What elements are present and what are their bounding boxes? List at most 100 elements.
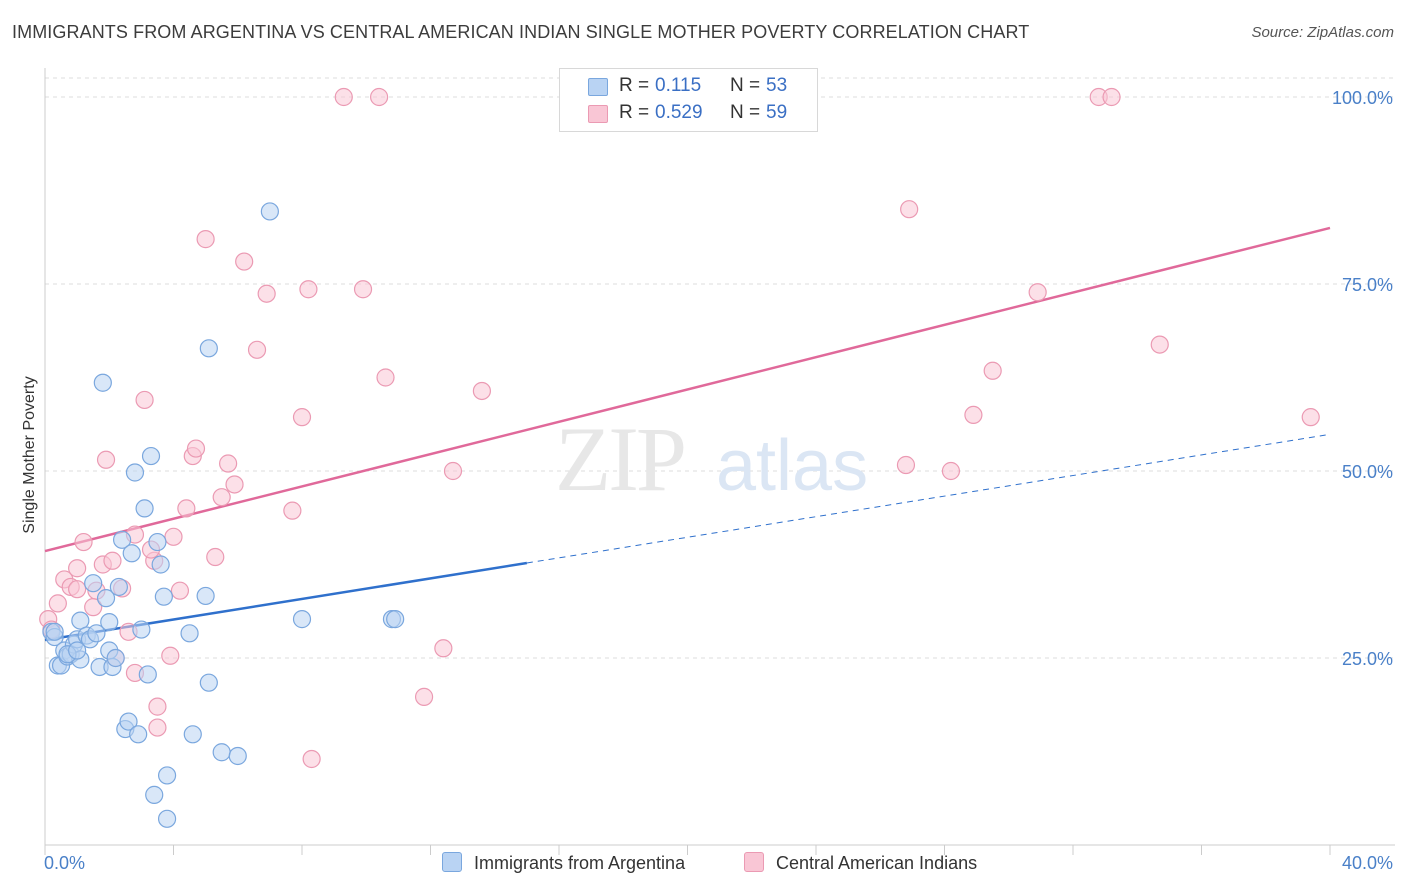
- data-point-central-american: [376, 368, 395, 387]
- watermark-zip: ZIP: [555, 408, 684, 510]
- data-point-central-american: [161, 646, 180, 665]
- trend-lines: [44, 226, 1331, 642]
- data-point-argentina: [129, 725, 148, 744]
- data-point-argentina: [138, 665, 157, 684]
- chart-title: IMMIGRANTS FROM ARGENTINA VS CENTRAL AME…: [12, 22, 1030, 42]
- data-point-argentina: [106, 648, 125, 668]
- data-point-central-american: [983, 361, 1002, 380]
- legend: R = 0.115 N = 53 R = 0.529 N = 59: [559, 68, 818, 132]
- data-point-central-american: [148, 718, 167, 737]
- data-point-argentina: [68, 641, 87, 660]
- data-point-central-american: [135, 390, 154, 410]
- bottom-legend-swatch-blue: [442, 852, 462, 872]
- data-point-argentina: [87, 624, 106, 643]
- data-point-argentina: [292, 610, 312, 629]
- data-point-central-american: [292, 408, 312, 427]
- data-point-central-american: [103, 551, 122, 570]
- data-point-argentina: [145, 785, 164, 804]
- data-point-central-american: [353, 280, 373, 299]
- x-tick-label: 0.0%: [44, 853, 85, 873]
- source-credit: Source: ZipAtlas.com: [1251, 24, 1394, 41]
- legend-n-value: 53: [766, 75, 788, 96]
- data-point-central-american: [1150, 335, 1169, 354]
- data-point-argentina: [45, 622, 64, 641]
- data-point-argentina: [125, 463, 145, 482]
- data-point-argentina: [157, 766, 177, 785]
- data-point-central-american: [212, 488, 231, 507]
- data-point-argentina: [119, 712, 138, 731]
- gridlines: [45, 77, 1395, 659]
- data-point-central-american: [434, 639, 453, 658]
- axes: [44, 68, 1395, 855]
- data-point-argentina: [154, 587, 173, 606]
- data-point-argentina: [151, 555, 170, 574]
- data-point-argentina: [180, 624, 199, 643]
- data-point-central-american: [196, 230, 215, 249]
- data-point-argentina: [96, 589, 116, 608]
- data-point-argentina: [199, 339, 218, 358]
- data-point-argentina: [93, 373, 112, 392]
- x-tick-label: 40.0%: [1342, 853, 1393, 873]
- watermark-atlas: atlas: [716, 426, 868, 506]
- legend-n-label: N =: [730, 102, 761, 123]
- data-point-argentina: [157, 809, 177, 828]
- data-point-central-american: [206, 547, 225, 567]
- trend-line-central-american: [44, 226, 1331, 553]
- data-point-central-american: [472, 381, 491, 401]
- data-point-argentina: [386, 610, 405, 629]
- data-point-argentina: [196, 586, 215, 606]
- data-point-central-american: [170, 581, 190, 600]
- legend-n-label: N =: [730, 75, 761, 96]
- data-point-argentina: [135, 499, 154, 518]
- watermark: ZIP atlas: [555, 408, 868, 510]
- data-point-central-american: [302, 749, 321, 769]
- data-point-argentina: [122, 544, 141, 563]
- data-point-central-american: [68, 580, 87, 599]
- data-point-central-american: [299, 280, 318, 299]
- data-point-central-american: [1028, 283, 1047, 302]
- data-point-central-american: [48, 594, 67, 613]
- legend-r-value: 0.115: [655, 75, 702, 96]
- data-point-central-american: [414, 687, 434, 706]
- legend-r-value: 0.529: [655, 102, 703, 123]
- trend-line-argentina-extension: [526, 433, 1331, 564]
- data-point-central-american: [1301, 408, 1320, 427]
- data-point-central-american: [235, 252, 254, 271]
- data-point-argentina: [100, 612, 119, 632]
- data-point-argentina: [71, 611, 90, 630]
- data-point-central-american: [164, 527, 183, 546]
- data-point-central-american: [443, 461, 463, 481]
- y-tick-label: 25.0%: [1342, 649, 1393, 669]
- data-point-central-american: [225, 475, 244, 494]
- data-point-central-american: [96, 450, 116, 469]
- data-point-argentina: [112, 530, 132, 549]
- data-point-argentina: [84, 574, 103, 593]
- y-tick-label: 75.0%: [1342, 275, 1393, 295]
- data-point-argentina: [132, 620, 151, 639]
- data-point-central-american: [74, 532, 93, 552]
- legend-r-label: R =: [619, 102, 650, 123]
- data-point-central-american: [964, 405, 983, 424]
- data-point-central-american: [148, 697, 167, 716]
- data-point-central-american: [257, 284, 276, 303]
- data-point-argentina: [141, 446, 161, 466]
- data-point-argentina: [109, 577, 128, 597]
- data-points: [39, 87, 1320, 828]
- legend-n-value: 59: [766, 102, 788, 123]
- legend-r-label: R =: [619, 75, 650, 96]
- data-point-argentina: [199, 673, 218, 692]
- data-point-central-american: [370, 87, 389, 107]
- trend-line-argentina: [44, 561, 528, 642]
- bottom-legend-swatch-pink: [744, 852, 764, 872]
- y-axis-label: Single Mother Poverty: [21, 376, 38, 533]
- data-point-central-american: [177, 499, 196, 518]
- legend-swatch-blue: [588, 78, 608, 96]
- data-point-central-american: [900, 200, 919, 219]
- legend-swatch-pink: [588, 105, 608, 123]
- data-point-argentina: [212, 743, 231, 762]
- data-point-central-american: [1102, 87, 1121, 107]
- data-point-central-american: [68, 559, 87, 578]
- tick-labels: 25.0% 50.0% 75.0% 100.0% 0.0% 40.0%: [44, 88, 1393, 873]
- bottom-legend-label: Immigrants from Argentina: [474, 853, 686, 873]
